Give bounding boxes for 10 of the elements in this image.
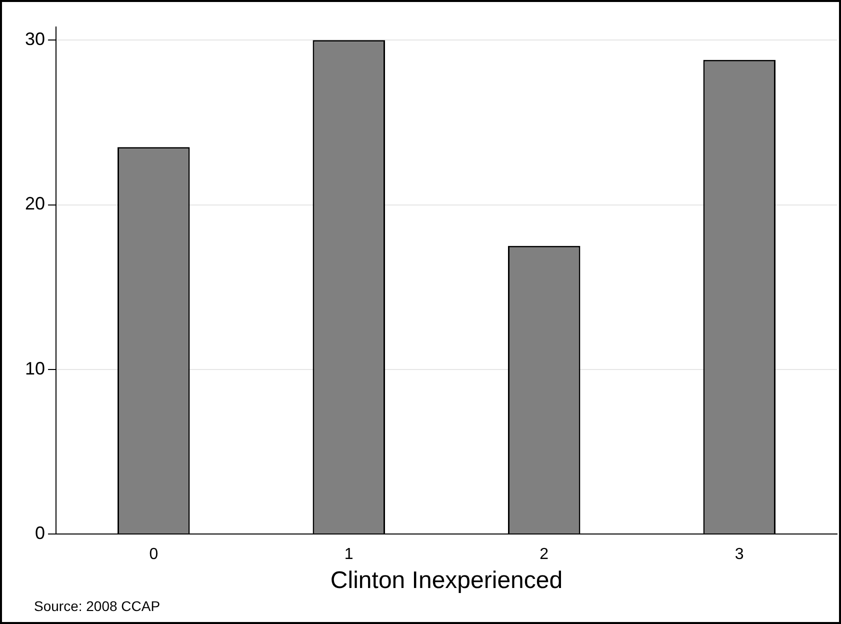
x-tick-label: 2 [540, 546, 549, 564]
y-tick-label: 30 [24, 29, 46, 50]
x-tick-label: 0 [149, 546, 158, 564]
x-tick-label: 1 [344, 546, 354, 564]
x-axis-title: Clinton Inexperienced [330, 567, 563, 594]
y-tick-label: 20 [24, 194, 46, 214]
y-tick-label: 0 [35, 522, 46, 543]
source-note: Source: 2008 CCAP [34, 598, 160, 614]
x-tick-label: 3 [734, 546, 744, 564]
y-tick-label: 10 [24, 358, 46, 378]
